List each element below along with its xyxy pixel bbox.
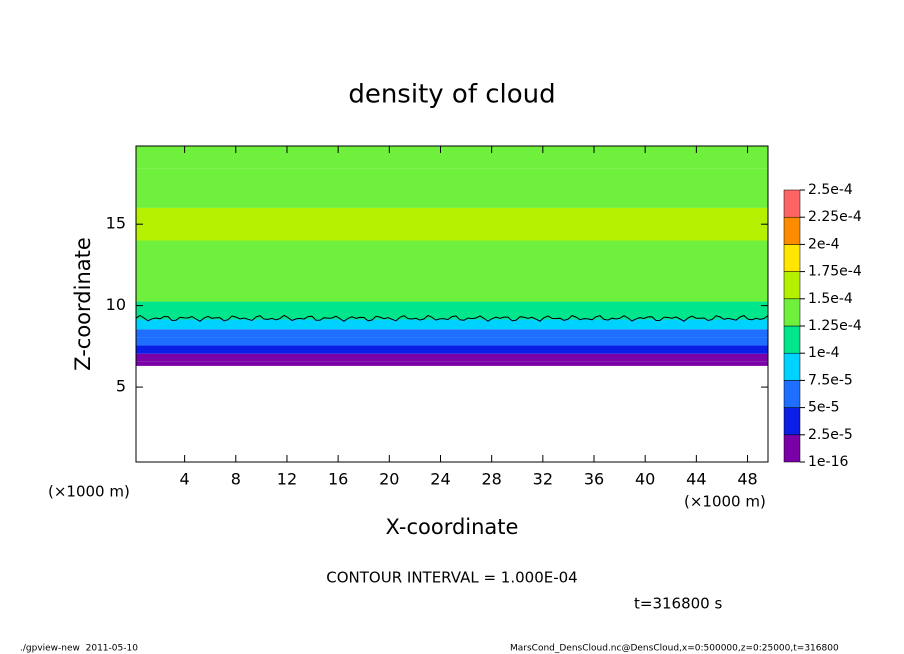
colorbar-band [783,216,801,245]
colorbar-label: 2.5e-5 [808,427,853,443]
time-label: t=316800 s [634,595,722,613]
field-cell [136,361,768,366]
colorbar-label: 1e-16 [808,454,848,470]
x-tick-label: 4 [180,470,190,489]
footer-left: ./gpview-new 2011-05-10 [20,644,138,654]
plot-frame [135,145,769,463]
x-tick-label: 12 [277,470,297,489]
field-cell [136,329,768,338]
footer-right: MarsCond_DensCloud.nc@DensCloud,x=0:5000… [510,644,839,654]
field-cell [136,240,768,274]
colorbar-label: 2.25e-4 [808,209,862,225]
x-unit: (×1000 m) [684,493,766,511]
field-cell [136,207,768,241]
chart-title: density of cloud [348,80,555,110]
x-tick-label: 8 [231,470,241,489]
field-cell [136,345,768,354]
colorbar-band [783,434,801,463]
colorbar-band [783,325,801,354]
colorbar-label: 1.25e-4 [808,318,862,334]
y-tick-label: 5 [116,377,126,396]
colorbar-band [783,352,801,381]
x-tick-label: 48 [737,470,757,489]
x-tick-label: 44 [686,470,706,489]
y-axis-label: Z-coordinate [71,237,95,371]
contour-interval: CONTOUR INTERVAL = 1.000E-04 [326,569,577,587]
colorbar-band [783,189,801,218]
colorbar-label: 1.75e-4 [808,264,862,280]
colorbar-band [783,244,801,272]
field-cell [136,146,768,169]
x-tick-label: 24 [430,470,450,489]
x-tick-label: 32 [533,470,553,489]
colorbar-band [783,298,801,327]
contour-line [135,314,769,322]
field-cell [136,337,768,346]
colorbar-band [783,380,801,408]
field-cell [136,301,768,320]
field-cell [136,168,768,208]
x-axis-label: X-coordinate [386,515,519,539]
x-tick-label: 36 [584,470,604,489]
colorbar-band [783,407,801,436]
colorbar-label: 2e-4 [808,236,840,252]
colorbar-label: 7.5e-5 [808,372,853,388]
colorbar-label: 5e-5 [808,400,839,416]
x-tick-label: 20 [379,470,399,489]
field-cell [136,353,768,362]
colorbar-label: 1.5e-4 [808,291,853,307]
y-unit: (×1000 m) [48,483,130,501]
x-tick-label: 28 [481,470,501,489]
x-tick-label: 16 [328,470,348,489]
colorbar-band [783,271,801,300]
colorbar-label: 1e-4 [808,345,840,361]
y-tick-label: 15 [106,214,126,233]
colorbar-label: 2.5e-4 [808,182,853,198]
field-cell [136,319,768,330]
x-tick-label: 40 [635,470,655,489]
y-tick-label: 10 [106,295,126,314]
field-cell [136,273,768,302]
